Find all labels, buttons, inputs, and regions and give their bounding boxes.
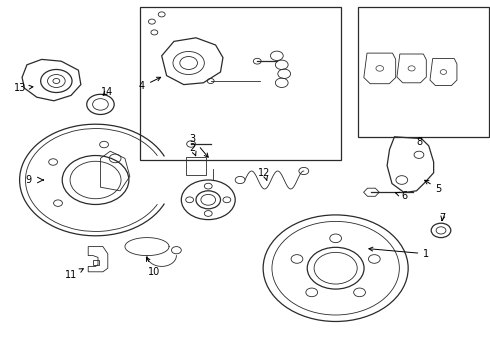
Text: 11: 11 bbox=[65, 269, 83, 280]
Text: 14: 14 bbox=[101, 87, 113, 97]
Text: 1: 1 bbox=[369, 247, 429, 259]
Text: 6: 6 bbox=[395, 191, 407, 201]
Bar bbox=[358, 7, 489, 137]
Bar bbox=[140, 7, 341, 160]
Text: 13: 13 bbox=[14, 83, 33, 93]
Text: 10: 10 bbox=[147, 257, 161, 277]
Text: 7: 7 bbox=[440, 213, 445, 223]
Text: 4: 4 bbox=[139, 77, 161, 91]
Bar bbox=[93, 260, 99, 265]
Text: 12: 12 bbox=[258, 168, 271, 181]
Text: 3: 3 bbox=[190, 134, 208, 157]
Text: 8: 8 bbox=[416, 137, 422, 147]
Text: 9: 9 bbox=[25, 175, 31, 185]
Text: 5: 5 bbox=[425, 180, 441, 194]
Bar bbox=[186, 157, 206, 175]
Text: 2: 2 bbox=[190, 143, 196, 156]
